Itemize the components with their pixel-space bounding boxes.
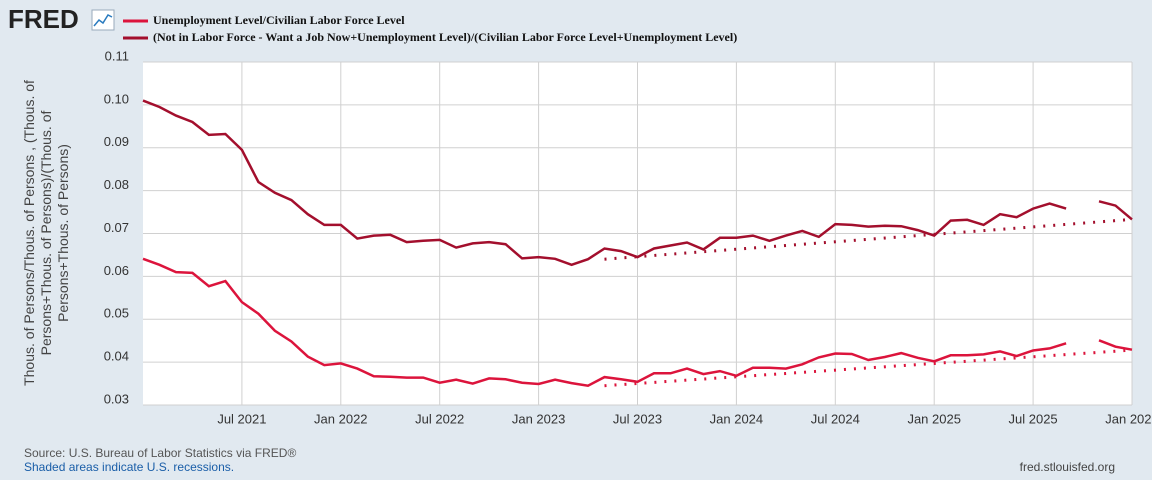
y-tick-label: 0.04 <box>104 349 129 364</box>
y-axis-label-line: Persons+Thous. of Persons) <box>55 144 71 322</box>
logo-icon <box>91 9 115 31</box>
note: Shaded areas indicate U.S. recessions. <box>24 460 234 474</box>
y-axis-label: Thous. of Persons/Thous. of Persons , (T… <box>21 80 71 386</box>
x-tick-label: Jan 2024 <box>710 411 764 426</box>
y-tick-label: 0.05 <box>104 306 129 321</box>
site: fred.stlouisfed.org <box>1020 460 1115 474</box>
y-tick-label: 0.08 <box>104 177 129 192</box>
legend-label: (Not in Labor Force - Want a Job Now+Une… <box>153 30 737 44</box>
x-tick-label: Jan 2026 <box>1105 411 1152 426</box>
x-tick-label: Jan 2023 <box>512 411 566 426</box>
x-tick-label: Jul 2023 <box>613 411 662 426</box>
x-tick-label: Jan 2022 <box>314 411 368 426</box>
x-tick-label: Jul 2024 <box>811 411 860 426</box>
source: Source: U.S. Bureau of Labor Statistics … <box>24 446 296 460</box>
x-tick-label: Jul 2022 <box>415 411 464 426</box>
x-tick-label: Jul 2021 <box>217 411 266 426</box>
y-axis-label-line: Thous. of Persons/Thous. of Persons , (T… <box>21 80 37 386</box>
y-tick-label: 0.10 <box>104 91 129 106</box>
y-axis-label-line: Persons+Thous. of Persons)/(Thous. of <box>38 111 54 356</box>
x-tick-label: Jul 2025 <box>1009 411 1058 426</box>
y-tick-label: 0.03 <box>104 391 129 406</box>
y-tick-label: 0.07 <box>104 220 129 235</box>
trend-line <box>604 348 1133 388</box>
trend-line <box>604 217 1133 261</box>
y-tick-label: 0.09 <box>104 134 129 149</box>
legend-label: Unemployment Level/Civilian Labor Force … <box>153 13 405 27</box>
x-tick-label: Jan 2025 <box>907 411 961 426</box>
y-tick-label: 0.06 <box>104 263 129 278</box>
series-line <box>142 99 1133 267</box>
logo: FRED <box>8 4 79 34</box>
y-tick-label: 0.11 <box>105 48 129 63</box>
series-line <box>142 257 1133 387</box>
